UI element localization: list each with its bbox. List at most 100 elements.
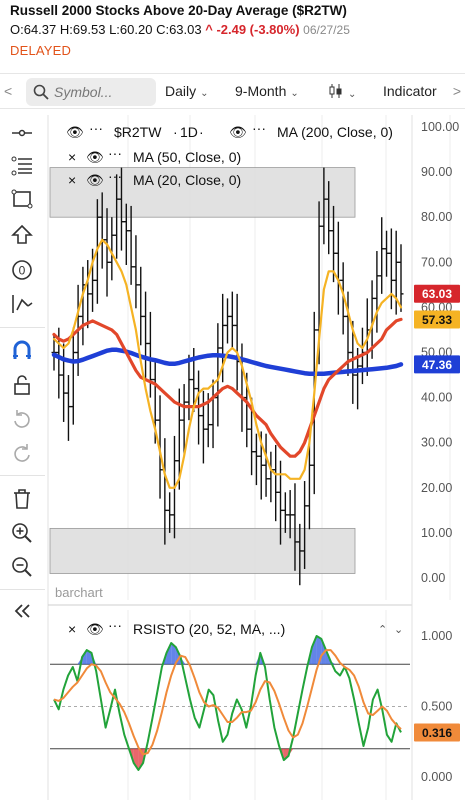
eye-icon[interactable]: 👁 xyxy=(86,172,104,188)
price-bars xyxy=(51,167,404,586)
drawing-toolbar: 0 xyxy=(0,115,45,625)
ma50-line[interactable] xyxy=(52,317,403,458)
svg-text:63.03: 63.03 xyxy=(422,287,452,301)
price-bar xyxy=(263,433,269,497)
legend-rsisto: RSISTO (20, 52, MA, ...) xyxy=(133,621,285,637)
shaded-bands xyxy=(49,167,356,574)
svg-text:0.316: 0.316 xyxy=(422,726,452,740)
pane-down-icon[interactable]: ⌄ xyxy=(394,624,403,636)
chevron-down-icon: ⌄ xyxy=(200,88,209,99)
legend-row-symbol[interactable]: 👁 ··· $R2TW · 1D · 👁 ··· MA (200, Close,… xyxy=(66,120,393,140)
price-bar xyxy=(118,167,124,251)
eye-icon[interactable]: 👁 xyxy=(86,621,104,637)
collapse-icon[interactable] xyxy=(10,599,34,623)
range-label: 9-Month xyxy=(235,83,287,99)
price-bar xyxy=(273,444,279,522)
y-tick-label: 0.500 xyxy=(421,700,452,714)
price-bar xyxy=(186,354,192,421)
eye-icon[interactable]: 👁 xyxy=(86,149,104,165)
y-tick-label: 90.00 xyxy=(421,165,452,179)
rectangle-icon[interactable] xyxy=(10,187,34,211)
candlestick-icon xyxy=(329,84,342,98)
close-icon[interactable]: × xyxy=(68,172,76,188)
circle-zero-icon[interactable]: 0 xyxy=(10,258,34,282)
price-bar xyxy=(229,291,235,349)
y-tick-label: 80.00 xyxy=(421,210,452,224)
pane-up-icon[interactable]: ⌃ xyxy=(378,624,387,636)
chart-toolbar: < Symbol... Daily ⌄ 9-Month ⌄ ⌄ Indicator … xyxy=(0,73,465,109)
undo-icon[interactable] xyxy=(10,407,34,431)
main-legend: 👁 ··· $R2TW · 1D · 👁 ··· MA (200, Close,… xyxy=(66,120,393,188)
price-bar xyxy=(302,481,308,569)
price-bar xyxy=(350,320,356,404)
ma20-line[interactable] xyxy=(52,238,403,489)
more-icon[interactable]: ··· xyxy=(252,120,266,136)
eye-icon[interactable]: 👁 xyxy=(229,124,247,140)
eye-icon[interactable]: 👁 xyxy=(66,124,84,140)
signal-line[interactable] xyxy=(53,649,402,756)
arrow-up-icon[interactable] xyxy=(10,223,34,247)
legend-interval-sep: · xyxy=(173,124,178,140)
y-tick-label: 10.00 xyxy=(421,526,452,540)
price-bar xyxy=(215,323,221,427)
svg-text:0: 0 xyxy=(19,264,26,278)
more-icon[interactable]: ··· xyxy=(108,617,122,633)
price-bar xyxy=(123,203,129,266)
watermark: barchart xyxy=(55,585,103,600)
price-bar xyxy=(109,217,115,281)
period-dropdown[interactable]: Daily ⌄ xyxy=(165,83,209,99)
chevron-down-icon: ⌄ xyxy=(348,89,357,100)
price-bar xyxy=(61,343,67,422)
price-bar xyxy=(167,492,173,533)
ma200-line[interactable] xyxy=(51,347,404,376)
close-value: C:63.03 xyxy=(156,22,202,37)
y-tick-label: 70.00 xyxy=(421,255,452,269)
trash-icon[interactable] xyxy=(10,487,34,511)
rsisto-line[interactable] xyxy=(53,635,402,771)
path-icon[interactable] xyxy=(10,292,34,316)
lock-icon[interactable] xyxy=(10,373,34,397)
shaded-band[interactable] xyxy=(49,527,356,574)
zoom-in-icon[interactable] xyxy=(10,521,34,545)
legend-symbol: $R2TW xyxy=(114,124,162,140)
zoom-out-icon[interactable] xyxy=(10,555,34,579)
price-bar xyxy=(143,291,149,378)
price-bar xyxy=(200,390,206,464)
magnet-icon[interactable] xyxy=(10,339,34,363)
search-placeholder: Symbol... xyxy=(54,84,113,100)
legend-row-ma20[interactable]: × 👁 ··· MA (20, Close, 0) xyxy=(68,168,241,188)
overbought-fill xyxy=(82,650,87,665)
indicators-button[interactable]: Indicator xyxy=(383,83,437,99)
more-icon[interactable]: ··· xyxy=(108,168,122,184)
shaded-band[interactable] xyxy=(49,167,356,218)
y-tick-label: 0.00 xyxy=(421,571,445,585)
range-dropdown[interactable]: 9-Month ⌄ xyxy=(235,83,299,99)
close-icon[interactable]: × xyxy=(68,621,76,637)
y-tick-label: 0.000 xyxy=(421,770,452,784)
y-tick-label: 20.00 xyxy=(421,481,452,495)
scroll-right-button[interactable]: > xyxy=(452,83,461,99)
svg-text:47.36: 47.36 xyxy=(422,358,452,372)
redo-icon[interactable] xyxy=(10,441,34,465)
price-bar xyxy=(306,433,312,530)
price-bar xyxy=(234,293,240,391)
rsi-legend[interactable]: × 👁 ··· RSISTO (20, 52, MA, ...) ⌃ ⌄ xyxy=(68,617,403,637)
price-tag-ma200: 47.36 xyxy=(414,355,460,374)
chart-type-dropdown[interactable]: ⌄ xyxy=(328,83,356,100)
more-icon[interactable]: ··· xyxy=(108,145,122,161)
price-tag-ma50: 57.33 xyxy=(414,310,460,329)
price-tags: 63.03 57.33 47.36 xyxy=(414,284,460,374)
rsi-lines: 0.316 xyxy=(53,635,460,771)
price-bar xyxy=(138,266,144,346)
fib-icon[interactable] xyxy=(10,153,34,177)
more-icon[interactable]: ··· xyxy=(89,120,103,136)
close-icon[interactable]: × xyxy=(68,149,76,165)
quote-date: 06/27/25 xyxy=(303,23,350,37)
price-bar xyxy=(398,244,404,312)
legend-ma20: MA (20, Close, 0) xyxy=(133,172,241,188)
legend-row-ma50[interactable]: × 👁 ··· MA (50, Close, 0) xyxy=(68,145,241,165)
symbol-search-input[interactable]: Symbol... xyxy=(26,78,156,106)
crosshair-icon[interactable] xyxy=(10,121,34,145)
scroll-left-button[interactable]: < xyxy=(4,83,13,99)
